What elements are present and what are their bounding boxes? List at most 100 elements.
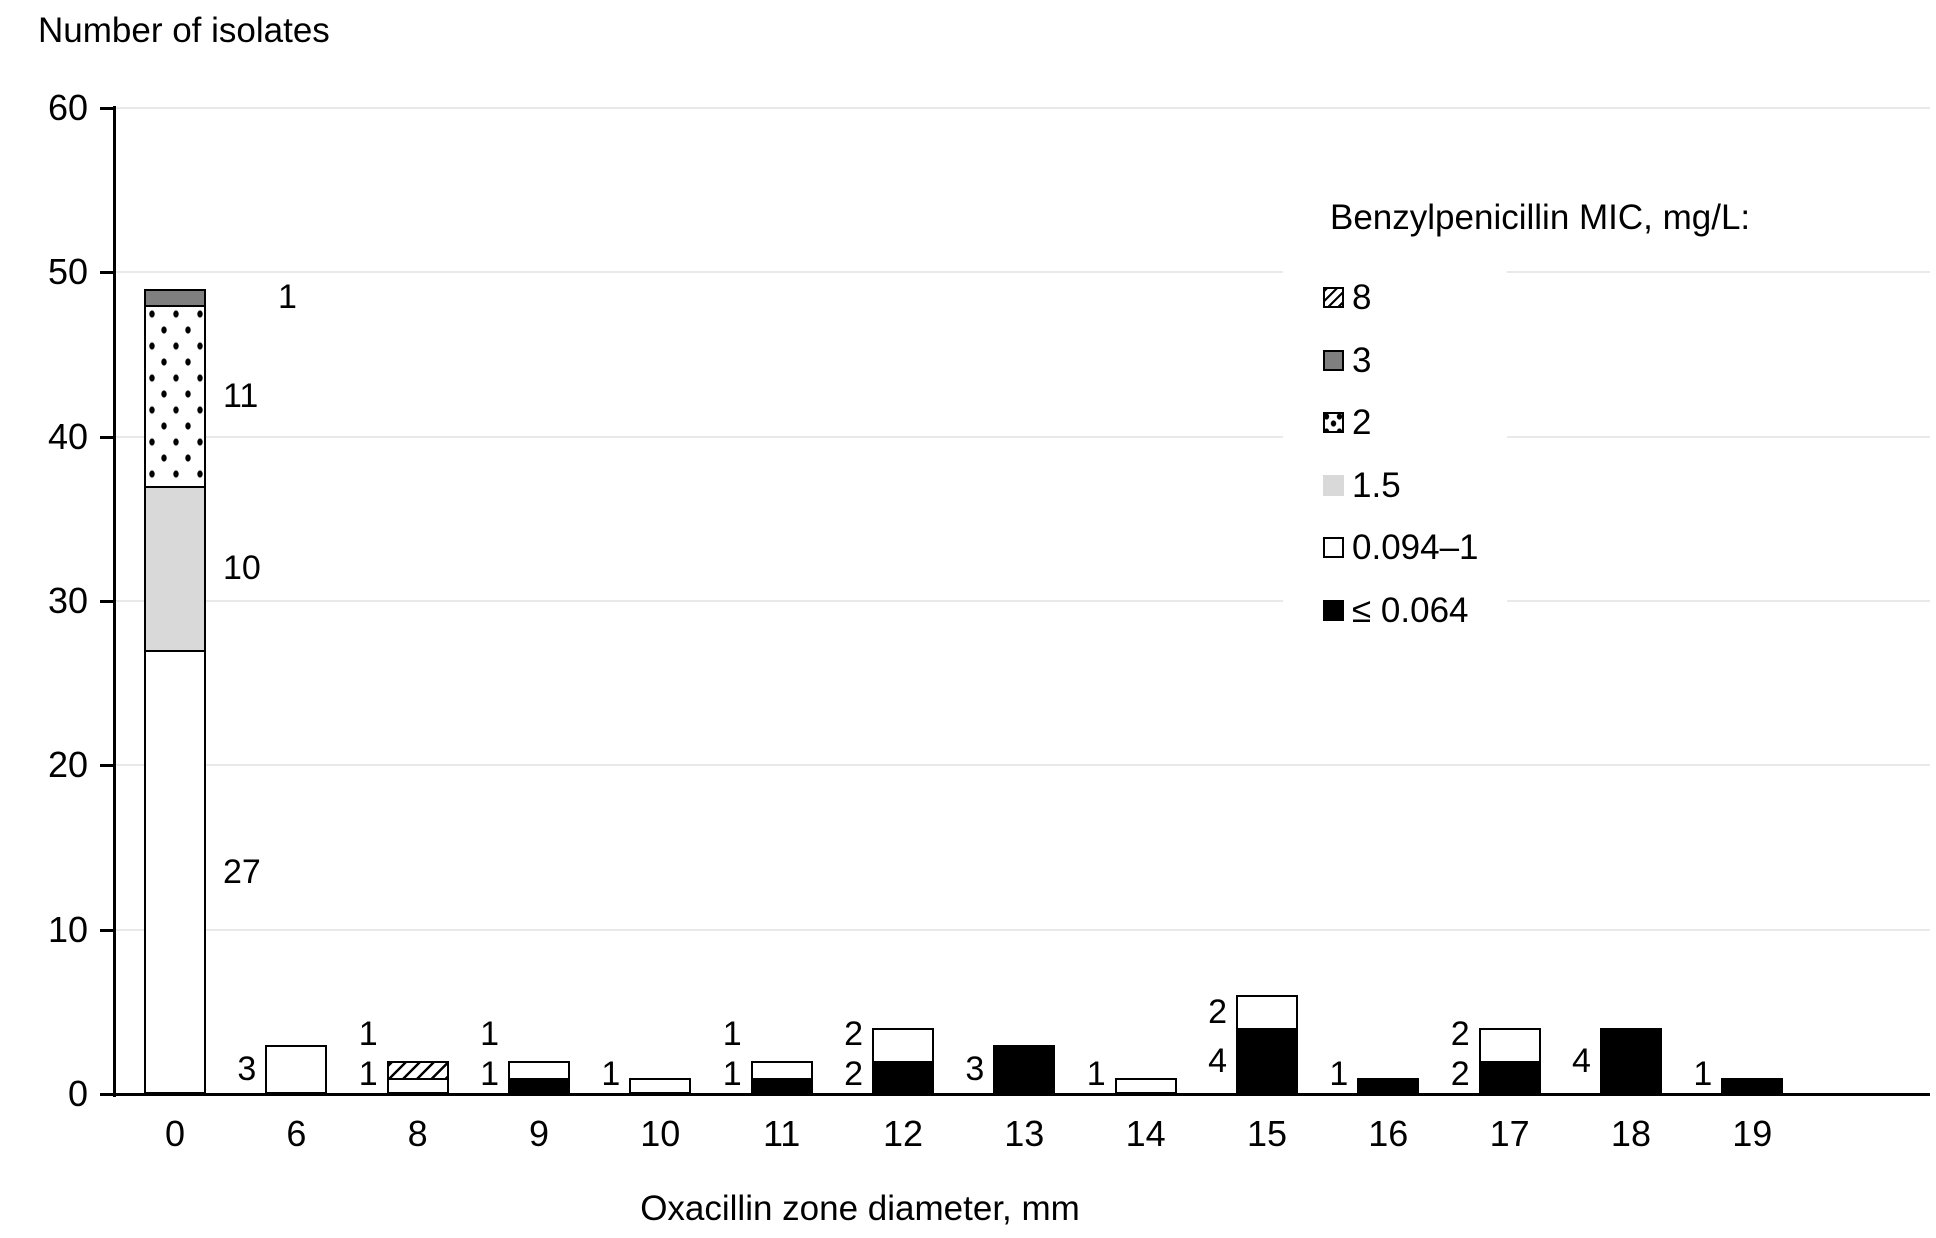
y-axis-tick (100, 271, 114, 275)
bar-segment (386, 1061, 449, 1080)
bar-segment-label: 1 (1329, 1055, 1349, 1093)
gridline (115, 764, 1930, 767)
x-axis-tick-label: 9 (528, 1113, 549, 1154)
bar-segment-label: 3 (237, 1050, 257, 1089)
y-axis-tick-label: 30 (47, 580, 88, 621)
bar-segment (1599, 1028, 1662, 1094)
bar-segment-label: 2 (1208, 992, 1227, 1031)
legend-swatch-white-icon (1323, 537, 1344, 559)
bar-segment-label: 11 (223, 376, 259, 415)
bar-segment (1478, 1061, 1541, 1094)
x-axis-tick-label: 11 (762, 1113, 801, 1154)
gridline (115, 107, 1930, 110)
bar-segment (144, 650, 206, 1094)
bar-segment (1357, 1077, 1420, 1094)
x-axis-tick-label: 10 (640, 1113, 681, 1154)
x-axis-tick-label: 6 (286, 1113, 307, 1154)
bar-segment-label: 2 (844, 1015, 863, 1053)
x-axis-tick-label: 14 (1125, 1113, 1166, 1154)
bar-segment-label: 2 (844, 1055, 863, 1093)
legend-item-label: 1.5 (1352, 465, 1401, 505)
bar-segment (1721, 1077, 1784, 1094)
bar-segment (750, 1077, 813, 1094)
bar-segment-label: 1 (278, 277, 297, 316)
bar-segment-label: 4 (1572, 1042, 1591, 1081)
y-axis-tick-label: 0 (67, 1073, 88, 1114)
bar-segment-label: 1 (722, 1015, 742, 1053)
bar-segment (1114, 1077, 1177, 1094)
legend-item-label: 8 (1352, 278, 1372, 317)
legend-swatch-gray3-icon (1323, 349, 1344, 371)
bar-segment-label: 1 (480, 1055, 499, 1093)
x-axis-tick-label: 17 (1489, 1113, 1530, 1154)
y-axis-tick-label: 10 (47, 908, 88, 950)
legend-item: 2 (1323, 405, 1371, 440)
legend-item-label: 0.094–1 (1352, 528, 1479, 568)
bar-segment-label: 1 (480, 1015, 499, 1053)
x-axis-tick-label: 12 (882, 1113, 923, 1154)
y-axis-tick (100, 764, 114, 768)
bar-segment (1235, 995, 1298, 1031)
x-axis-tick-label: 0 (164, 1113, 186, 1154)
bar-segment (507, 1077, 570, 1094)
bar-segment-label: 2 (1450, 1015, 1470, 1053)
legend-item-label: ≤ 0.064 (1352, 591, 1469, 630)
bar-segment (1478, 1028, 1541, 1064)
bar-segment (144, 288, 206, 308)
legend-item: ≤ 0.064 (1323, 593, 1469, 628)
gridline (115, 271, 1930, 274)
y-axis-tick-label: 40 (47, 415, 88, 457)
bar-segment-label: 1 (358, 1055, 378, 1093)
x-axis-line (113, 1093, 1930, 1096)
bar-segment-label: 1 (722, 1055, 742, 1093)
bar-segment-label: 3 (965, 1050, 985, 1089)
bar-segment (386, 1077, 449, 1094)
bar-segment (144, 305, 206, 488)
legend-item-label: 3 (1352, 340, 1372, 380)
y-axis-tick (100, 600, 114, 603)
x-axis-tick-label: 18 (1610, 1113, 1651, 1154)
bar-segment-label: 1 (358, 1015, 378, 1053)
bar-segment (265, 1044, 328, 1094)
legend-title: Benzylpenicillin MIC, mg/L: (1330, 198, 1751, 237)
bar-segment-label: 2 (1450, 1055, 1470, 1093)
x-axis-tick-label: 16 (1368, 1113, 1409, 1154)
legend-item: 1.5 (1323, 468, 1401, 503)
x-axis-tick-label: 19 (1732, 1113, 1773, 1154)
legend-swatch-dots-icon (1323, 412, 1344, 434)
bar-segment-label: 27 (223, 853, 261, 892)
y-axis-tick (100, 1093, 114, 1096)
y-axis-tick-label: 60 (47, 87, 88, 129)
legend-swatch-black-icon (1323, 600, 1344, 621)
bar-segment-label: 1 (601, 1055, 621, 1093)
x-axis-tick-label: 15 (1246, 1113, 1287, 1154)
y-axis-tick (100, 107, 114, 111)
legend-swatch-hatch-icon (1323, 287, 1344, 308)
legend-item: 8 (1323, 280, 1371, 315)
bar-segment (871, 1061, 934, 1094)
y-axis-tick-label: 20 (47, 744, 88, 786)
bar-segment (871, 1028, 934, 1064)
bar-segment (993, 1044, 1056, 1094)
bar-segment (629, 1077, 692, 1094)
bar-segment-label: 1 (1086, 1055, 1106, 1093)
bar-segment (144, 485, 206, 653)
chart-title: Number of isolates (38, 11, 330, 50)
gridline (115, 435, 1930, 438)
y-axis-tick-label: 50 (47, 251, 88, 293)
bar-segment (1235, 1028, 1298, 1094)
bar-segment-label: 1 (1693, 1055, 1713, 1093)
bar-segment (750, 1061, 813, 1080)
legend-item: 0.094–1 (1323, 530, 1479, 565)
gridline (115, 600, 1930, 602)
x-axis-tick-label: 8 (407, 1113, 428, 1154)
x-axis-tick-label: 13 (1004, 1113, 1045, 1154)
legend-swatch-gray15-icon (1323, 474, 1344, 496)
x-axis-title: Oxacillin zone diameter, mm (640, 1189, 1080, 1228)
legend-item-label: 2 (1352, 403, 1372, 443)
legend-background (1283, 165, 1507, 649)
legend-item: 3 (1323, 343, 1371, 378)
gridline (115, 928, 1930, 931)
bar-segment (507, 1061, 570, 1080)
